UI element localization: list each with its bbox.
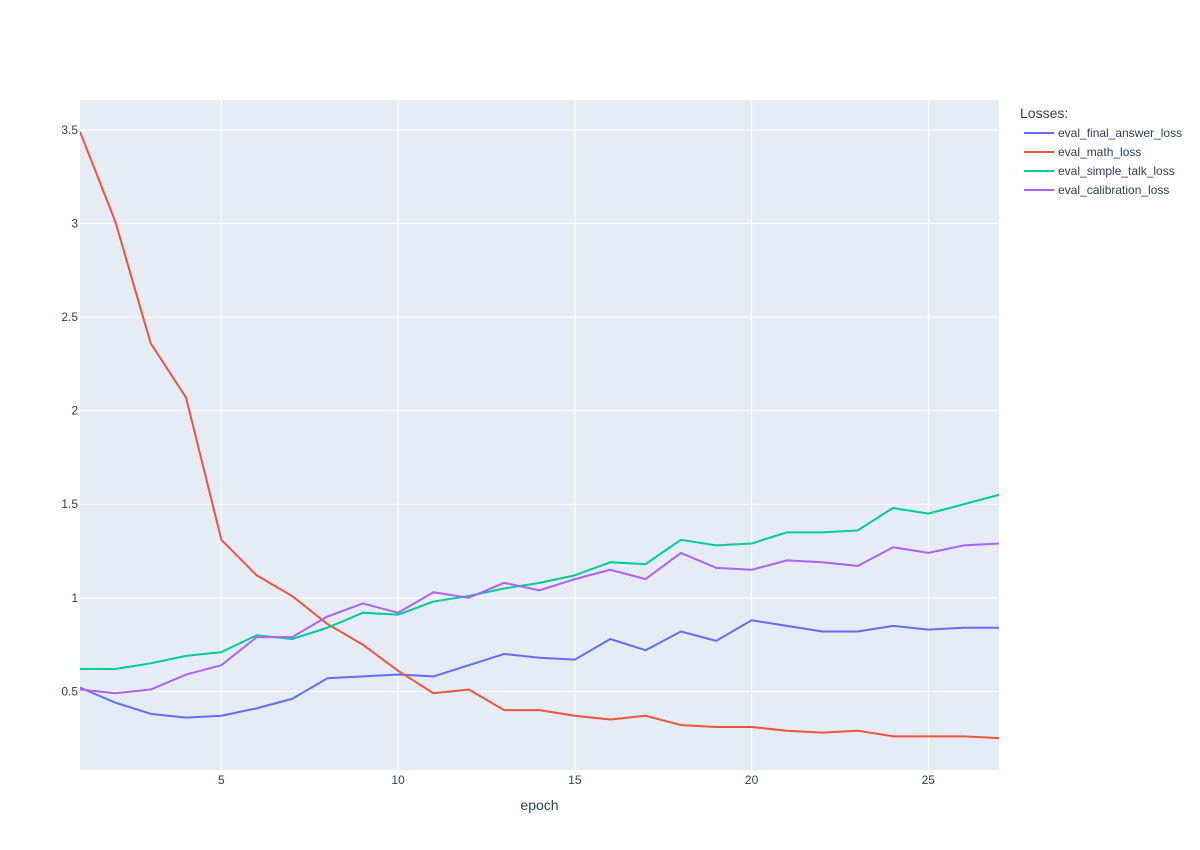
series-lines xyxy=(80,131,999,740)
x-tick-label: 25 xyxy=(922,773,936,787)
x-tick-label: 5 xyxy=(218,773,225,787)
legend-label: eval_final_answer_loss xyxy=(1058,126,1182,140)
y-axis-ticks: 0.5 1 1.5 2 2.5 3 3.5 xyxy=(61,123,78,698)
y-tick-label: 2 xyxy=(71,404,78,418)
legend-item-eval_final_answer_loss[interactable]: eval_final_answer_loss xyxy=(1024,126,1182,140)
legend-item-eval_math_loss[interactable]: eval_math_loss xyxy=(1024,145,1141,159)
plot-background xyxy=(80,100,999,770)
y-tick-label: 1.5 xyxy=(61,497,78,511)
legend-item-eval_simple_talk_loss[interactable]: eval_simple_talk_loss xyxy=(1024,164,1175,178)
x-axis-title: epoch xyxy=(520,797,558,813)
series-line-eval_calibration_loss xyxy=(80,542,999,695)
series-line-eval_simple_talk_loss xyxy=(80,493,999,670)
legend-item-eval_calibration_loss[interactable]: eval_calibration_loss xyxy=(1024,183,1169,197)
x-tick-label: 15 xyxy=(568,773,582,787)
legend-label: eval_calibration_loss xyxy=(1058,183,1169,197)
x-tick-label: 20 xyxy=(745,773,759,787)
y-tick-label: 3 xyxy=(71,217,78,231)
series-line-eval_math_loss xyxy=(80,131,999,740)
legend-title: Losses: xyxy=(1020,105,1068,121)
y-tick-label: 3.5 xyxy=(61,123,78,137)
legend-label: eval_math_loss xyxy=(1058,145,1141,159)
x-tick-label: 10 xyxy=(391,773,405,787)
grid xyxy=(80,100,999,770)
legend[interactable]: eval_final_answer_loss eval_math_losseval… xyxy=(1024,126,1182,197)
y-tick-label: 2.5 xyxy=(61,310,78,324)
y-tick-label: 1 xyxy=(71,591,78,605)
legend-label: eval_simple_talk_loss xyxy=(1058,164,1175,178)
x-axis-ticks: 5 10 15 20 25 xyxy=(218,773,935,787)
y-tick-label: 0.5 xyxy=(61,684,78,698)
series-line-eval_final_answer_loss xyxy=(80,619,999,719)
